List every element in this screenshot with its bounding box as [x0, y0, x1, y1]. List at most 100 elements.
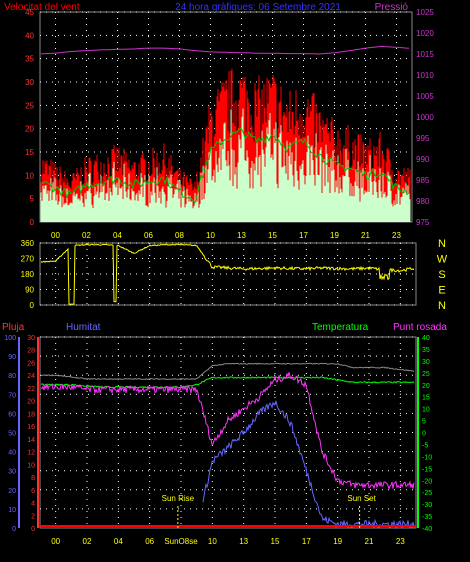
top-right-tick-label: 975: [416, 218, 430, 227]
top-right-tick-label: 1010: [416, 71, 434, 80]
bottom-x-tick-label: 02: [83, 537, 92, 546]
rain-tick-label: 6: [31, 488, 35, 495]
top-right-tick-label: 980: [416, 197, 430, 206]
top-left-tick-label: 30: [25, 78, 34, 87]
temperature-line: [40, 376, 415, 389]
humidity-tick-label: 60: [8, 411, 16, 418]
rain-tick-label: 24: [27, 373, 35, 380]
rain-tick-label: 30: [27, 335, 35, 342]
temperature-tick-label: -5: [422, 442, 428, 449]
bottom-x-tick-label: 17: [302, 537, 311, 546]
temperature-tick-label: 0: [422, 431, 426, 438]
chart-title: 24 hora gràfiques: 06 Setembre 2021: [175, 2, 341, 13]
rain-tick-label: 14: [27, 437, 35, 444]
temperature-tick-label: -25: [422, 490, 432, 497]
temperature-tick-label: 15: [422, 395, 430, 402]
dewpoint-axis-title: Punt rosada: [393, 322, 447, 333]
rain-tick-label: 8: [31, 475, 35, 482]
top-right-tick-label: 1020: [416, 29, 434, 38]
temperature-tick-label: -40: [422, 526, 432, 533]
top-left-tick-label: 35: [25, 55, 34, 64]
temperature-tick-label: 30: [422, 359, 430, 366]
wind-axis-title: Velocitat del vent: [4, 2, 80, 13]
humidity-tick-label: 10: [8, 507, 16, 514]
top-x-tick-label: 21: [361, 231, 370, 240]
bottom-x-tick-label: 04: [114, 537, 123, 546]
temperature-tick-label: 35: [422, 347, 430, 354]
direction-tick-label: 180: [21, 270, 35, 279]
top-x-tick-label: 23: [392, 231, 401, 240]
humidity-axis-title: Humitat: [66, 322, 101, 333]
temperature-tick-label: 5: [422, 419, 426, 426]
top-x-tick-label: 13: [237, 231, 246, 240]
bottom-x-tick-label: 21: [365, 537, 374, 546]
humidity-tick-label: 0: [12, 526, 16, 533]
rain-tick-label: 18: [27, 411, 35, 418]
temperature-axis-title: Temperatura: [312, 322, 369, 333]
top-right-tick-label: 1000: [416, 113, 434, 122]
top-right-tick-label: 1005: [416, 92, 434, 101]
humidity-tick-label: 90: [8, 354, 16, 361]
bottom-x-tick-label: 23: [396, 537, 405, 546]
humidity-tick-label: 80: [8, 373, 16, 380]
top-x-tick-label: 19: [330, 231, 339, 240]
rain-tick-label: 22: [27, 386, 35, 393]
rain-tick-label: 26: [27, 360, 35, 367]
top-right-tick-label: 1015: [416, 50, 434, 59]
top-left-tick-label: 0: [30, 218, 35, 227]
humidity-tick-label: 70: [8, 392, 16, 399]
top-left-tick-label: 40: [25, 31, 34, 40]
rain-tick-label: 12: [27, 450, 35, 457]
top-x-tick-label: 06: [144, 231, 153, 240]
humidity-tick-label: 100: [4, 335, 16, 342]
temperature-tick-label: -20: [422, 478, 432, 485]
pressure-line: [40, 45, 410, 55]
temperature-tick-label: -35: [422, 514, 432, 521]
rain-tick-label: 4: [31, 501, 35, 508]
direction-tick-label: 360: [21, 239, 35, 248]
rain-tick-label: 0: [31, 526, 35, 533]
temperature-tick-label: 40: [422, 335, 430, 342]
humidity-grey-line: [40, 362, 415, 381]
compass-label: S: [438, 269, 445, 281]
top-left-tick-label: 15: [25, 148, 34, 157]
top-x-tick-label: 04: [113, 231, 122, 240]
top-x-tick-label: 15: [268, 231, 277, 240]
top-right-tick-label: 1025: [416, 8, 434, 17]
temperature-tick-label: 20: [422, 383, 430, 390]
top-right-tick-label: 990: [416, 155, 430, 164]
direction-tick-label: 270: [21, 255, 35, 264]
sun-set-label: Sun Set: [347, 494, 376, 503]
top-right-tick-label: 995: [416, 134, 430, 143]
rain-tick-label: 16: [27, 424, 35, 431]
top-x-tick-label: 10: [206, 231, 215, 240]
sun-rise-label: Sun Rise: [162, 494, 195, 503]
humidity-tick-label: 30: [8, 469, 16, 476]
humidity-tick-label: 50: [8, 431, 16, 438]
top-left-tick-label: 20: [25, 125, 34, 134]
rain-tick-label: 2: [31, 513, 35, 520]
temperature-tick-label: -30: [422, 502, 432, 509]
dewpoint-line: [40, 372, 415, 490]
rain-tick-label: 28: [27, 348, 35, 355]
bottom-x-tick-label: 13: [239, 537, 248, 546]
top-left-tick-label: 25: [25, 101, 34, 110]
humidity-tick-label: 40: [8, 450, 16, 457]
direction-tick-label: 90: [25, 286, 34, 295]
top-left-tick-label: 5: [30, 195, 35, 204]
temperature-tick-label: -10: [422, 454, 432, 461]
compass-label: N: [438, 238, 446, 250]
wind-direction-line: [40, 243, 415, 305]
humidity-line: [202, 400, 415, 530]
bottom-x-tick-label: 06: [145, 537, 154, 546]
top-x-tick-label: 02: [82, 231, 91, 240]
top-left-tick-label: 45: [25, 8, 34, 17]
top-right-tick-label: 985: [416, 176, 430, 185]
top-x-tick-label: 08: [175, 231, 184, 240]
top-x-tick-label: 00: [51, 231, 60, 240]
temperature-tick-label: -15: [422, 466, 432, 473]
temperature-tick-label: 10: [422, 407, 430, 414]
rain-axis-title: Pluja: [2, 322, 25, 333]
top-left-tick-label: 10: [25, 171, 34, 180]
